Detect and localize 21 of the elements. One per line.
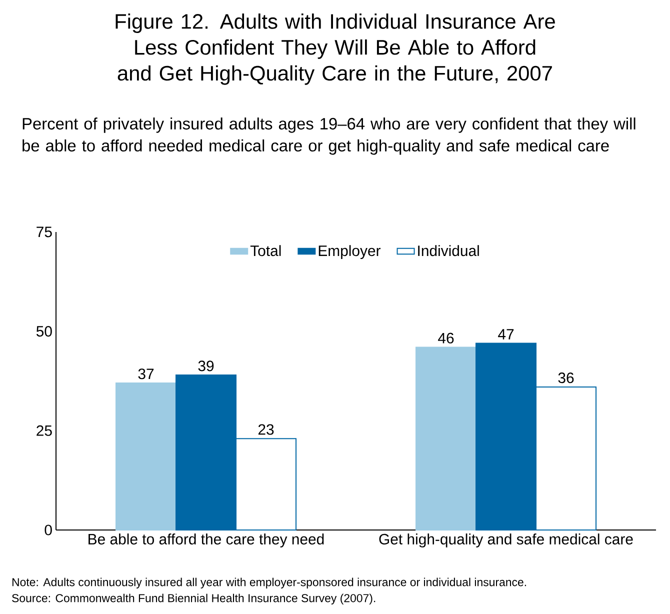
data-label: 37 xyxy=(138,368,154,380)
bar xyxy=(416,346,477,530)
y-tick-label: 50 xyxy=(36,326,52,337)
chart-title: Figure 12. Adults with Individual Insurance Are Less Confident They Will Be Able to Afford and Get High-Quality Care in the Future, 2007 xyxy=(116,14,555,85)
data-label: 23 xyxy=(258,424,274,435)
data-label: 47 xyxy=(498,329,514,340)
legend-label: Individual xyxy=(418,245,479,256)
chart-subtitle: Percent of privately insured adults ages 19–64 who are very confident that they will be able to afford needed medical care or get high-quality and safe medical care xyxy=(22,118,636,155)
legend-label: Employer xyxy=(318,245,381,260)
y-tick-label: 0 xyxy=(44,524,52,536)
source-note: Source: Commonwealth Fund Biennial Health Insurance Survey (2007). xyxy=(12,594,376,604)
data-label: 36 xyxy=(558,372,574,384)
data-label: 39 xyxy=(198,360,214,372)
y-tick-label: 75 xyxy=(36,226,52,238)
x-tick-label: Get high-quality and safe medical care xyxy=(379,534,633,548)
legend-label: Total xyxy=(250,245,281,256)
bar xyxy=(116,382,177,530)
text: Note: Adults continuously insured all year with employer-sponsored insurance or individual insurance. xyxy=(12,578,526,588)
data-label: 46 xyxy=(438,332,454,344)
x-tick-label: Be able to afford the care they need xyxy=(88,534,324,548)
y-tick-label: 25 xyxy=(36,425,52,436)
